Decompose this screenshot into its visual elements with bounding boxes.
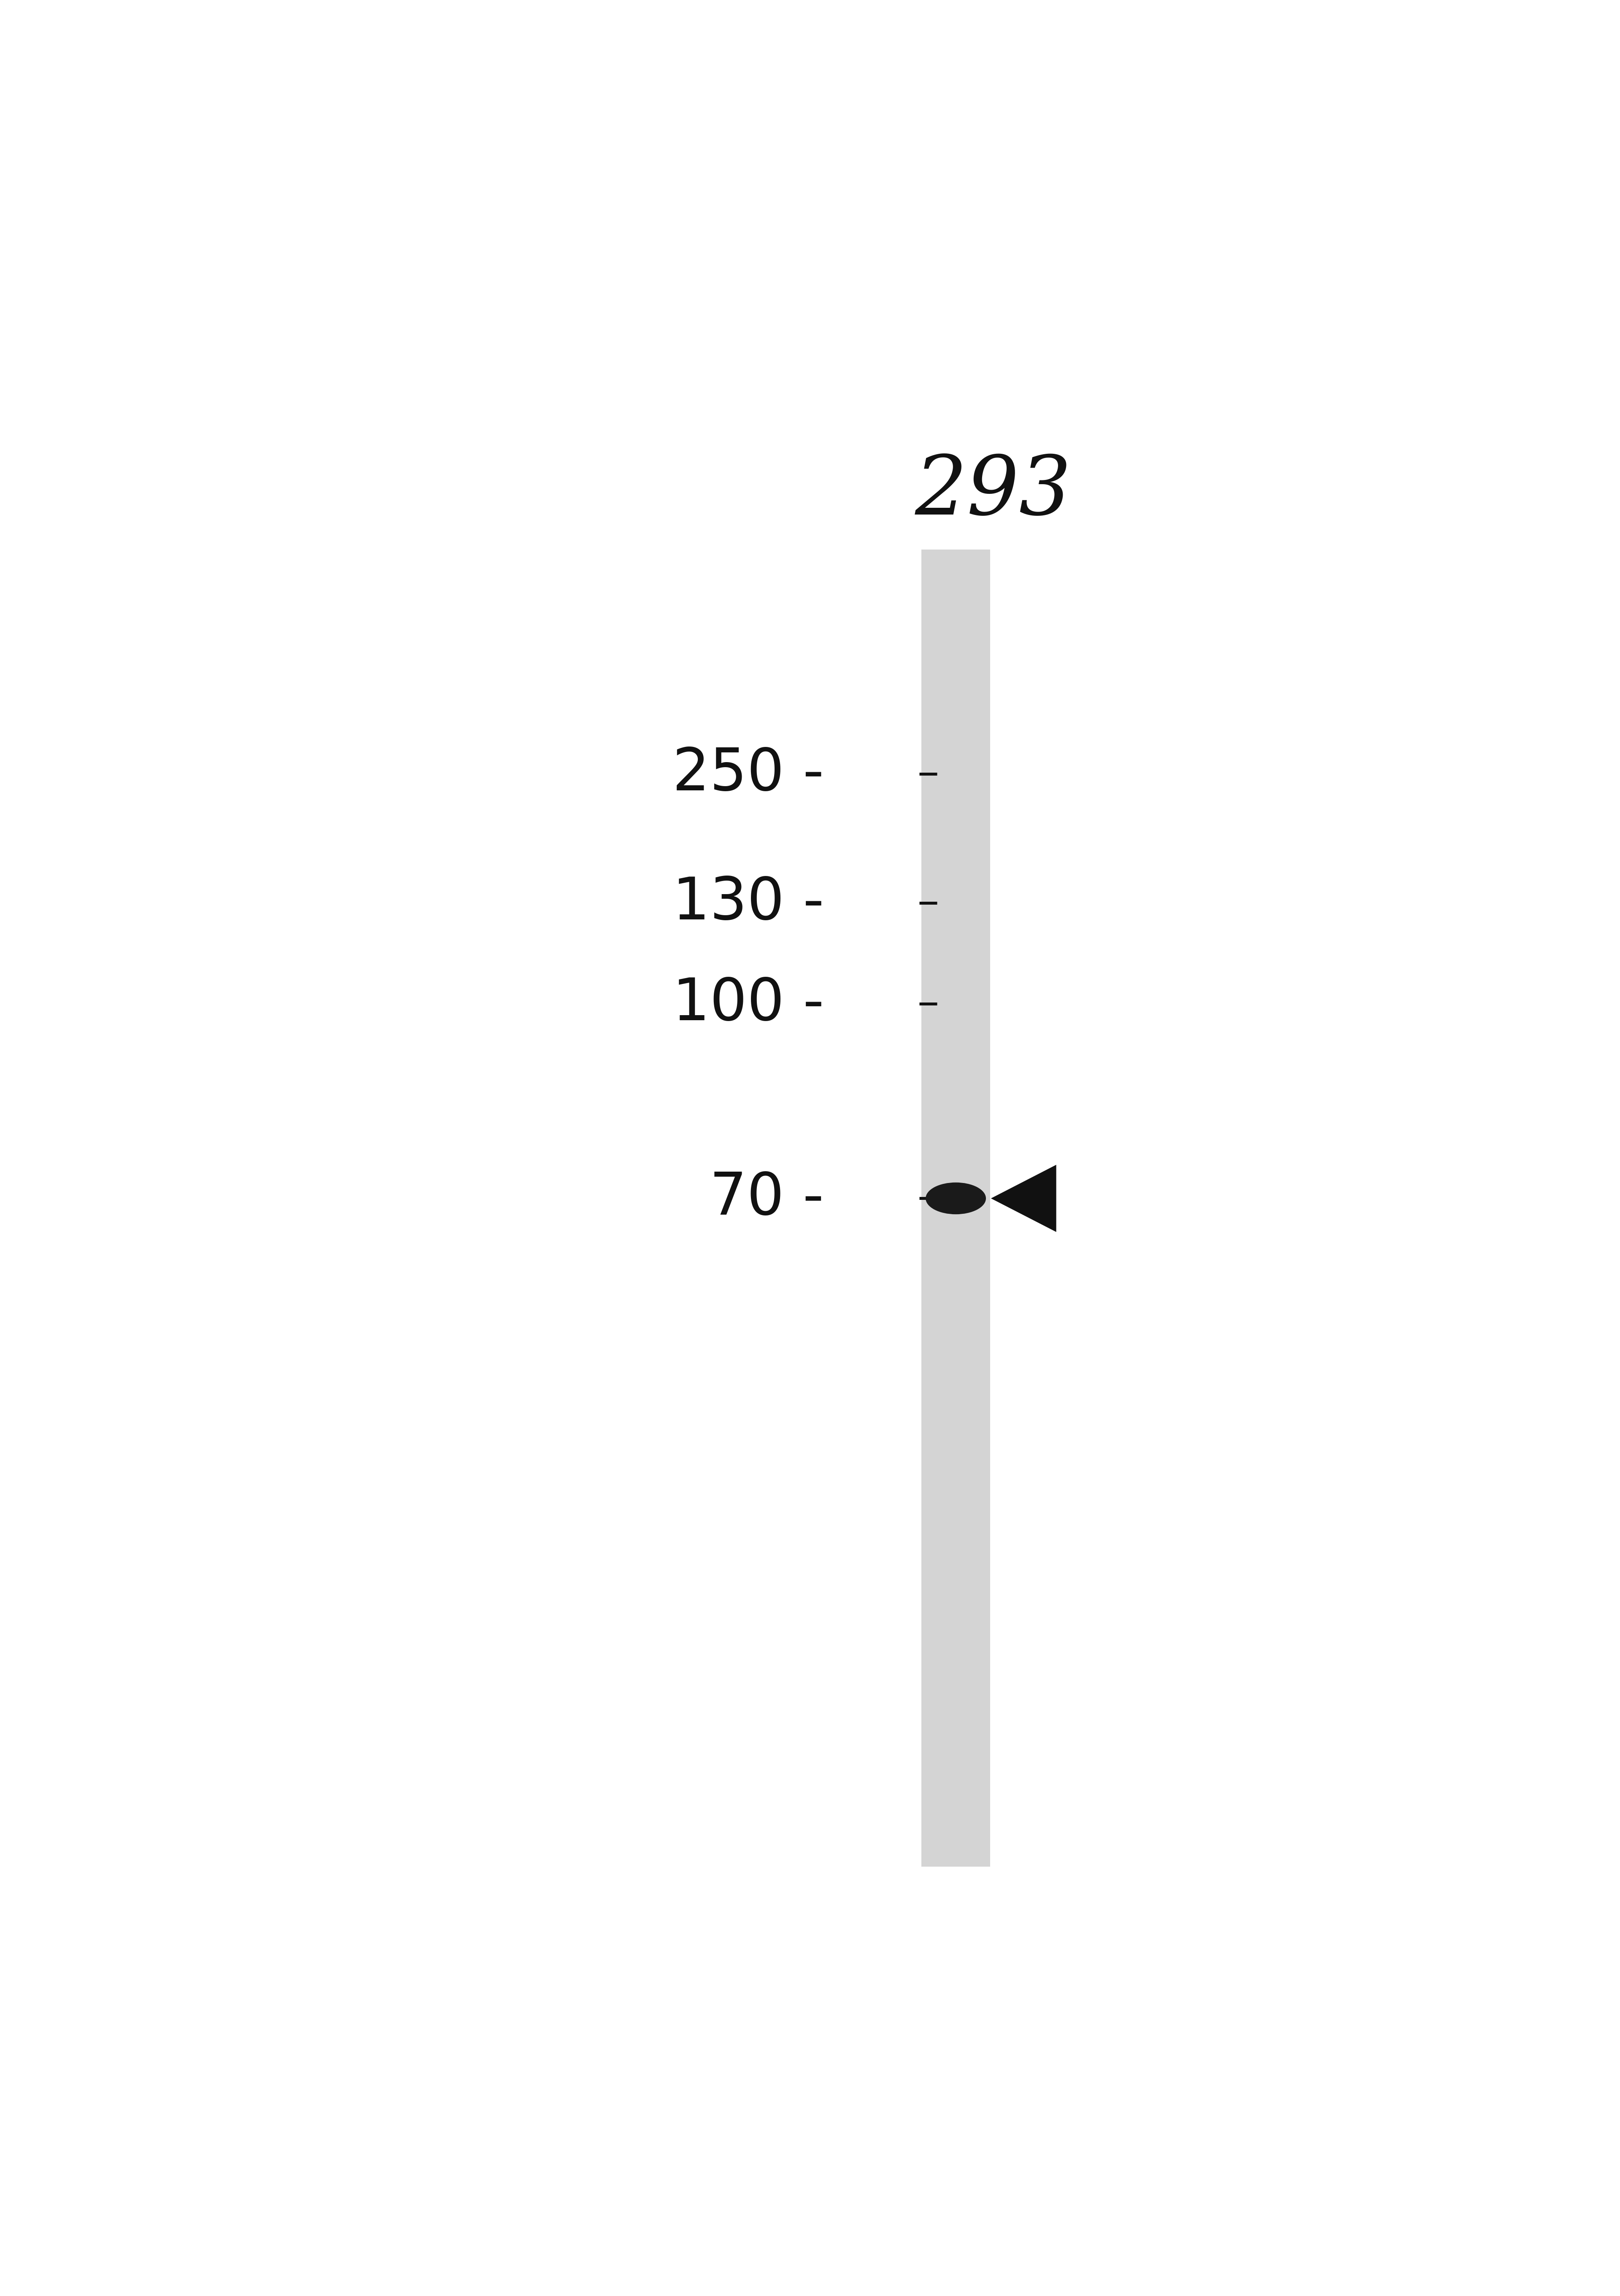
Text: 100 -: 100 - (672, 976, 825, 1033)
Bar (922, 549, 990, 1867)
Polygon shape (991, 1164, 1056, 1233)
Text: 130 -: 130 - (672, 875, 825, 932)
Ellipse shape (925, 1182, 987, 1215)
Text: 250 -: 250 - (672, 746, 825, 804)
Text: 70 -: 70 - (710, 1171, 825, 1226)
Text: 293: 293 (915, 452, 1072, 533)
